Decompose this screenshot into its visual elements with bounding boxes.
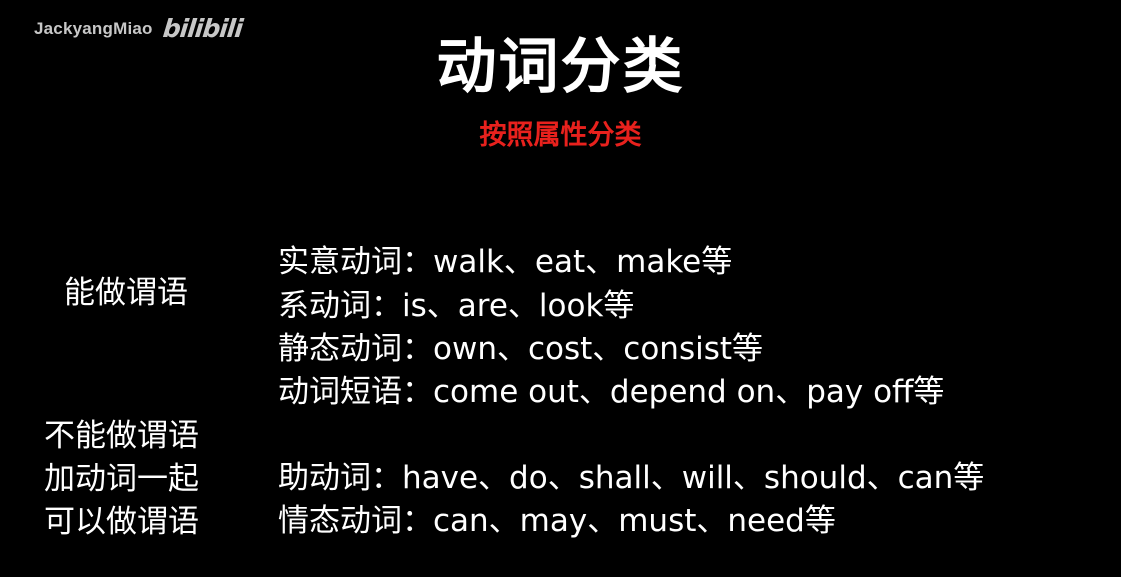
verb-type-notional: 实意动词：walk、eat、make等 — [278, 244, 733, 280]
watermark-username: JackyangMiao — [34, 18, 153, 38]
slide-title: 动词分类 — [436, 32, 685, 102]
category-can-be-predicate: 能做谓语 — [64, 275, 188, 311]
verb-type-stative: 静态动词：own、cost、consist等 — [278, 331, 764, 367]
category-line: 可以做谓语 — [44, 504, 199, 540]
category-cannot-be-predicate: 不能做谓语 加动词一起 可以做谓语 — [44, 415, 199, 544]
verb-type-auxiliary: 助动词：have、do、shall、will、should、can等 — [278, 460, 985, 496]
verb-type-modal: 情态动词：can、may、must、need等 — [278, 503, 836, 539]
slide-subtitle: 按照属性分类 — [479, 120, 642, 151]
category-line: 加动词一起 — [44, 461, 199, 497]
verb-type-linking: 系动词：is、are、look等 — [278, 288, 635, 324]
watermark: JackyangMiao bilibili — [34, 14, 243, 43]
verb-type-phrasal: 动词短语：come out、depend on、pay off等 — [278, 374, 945, 410]
category-line: 不能做谓语 — [44, 418, 199, 454]
